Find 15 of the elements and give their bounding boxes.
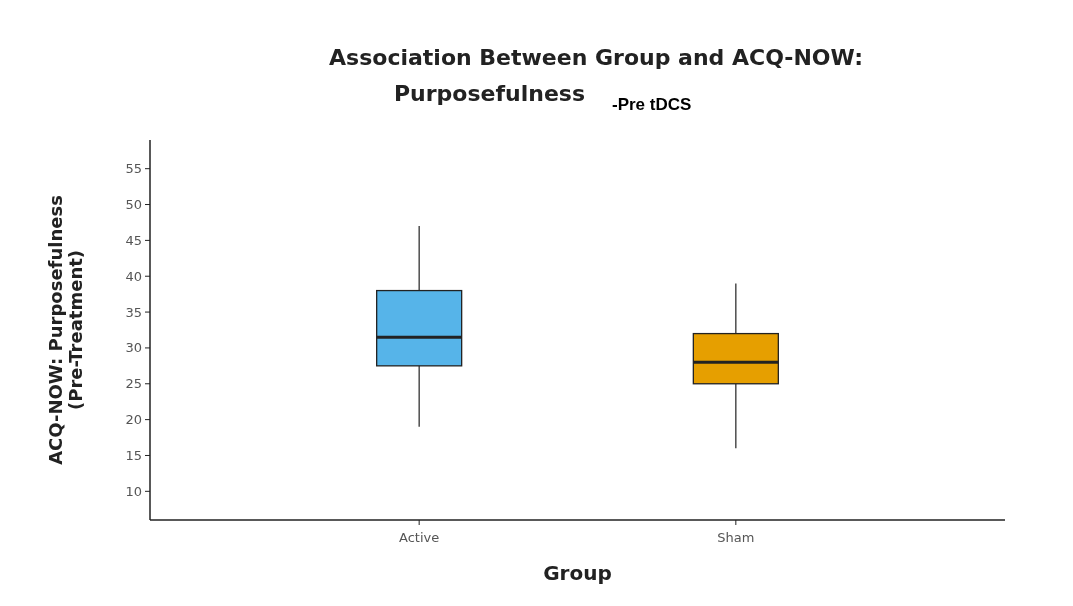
x-axis-title: Group: [543, 561, 612, 585]
y-tick-label: 10: [125, 483, 142, 499]
x-tick-label: Active: [399, 530, 440, 545]
y-tick-label: 55: [125, 161, 142, 177]
x-tick-label: Sham: [717, 530, 755, 545]
y-tick-label: 30: [125, 340, 142, 356]
y-tick-label: 15: [125, 448, 142, 464]
y-tick-label: 35: [125, 304, 142, 320]
y-tick-label: 45: [125, 232, 142, 248]
y-axis-title: ACQ-NOW: Purposefulness (Pre-Treatment): [45, 195, 86, 465]
y-tick-label: 40: [125, 268, 142, 284]
chart-subtitle: -Pre tDCS: [612, 95, 692, 114]
y-tick-label: 25: [125, 376, 142, 392]
y-tick-label: 20: [125, 412, 142, 428]
y-tick-label: 50: [125, 197, 142, 213]
